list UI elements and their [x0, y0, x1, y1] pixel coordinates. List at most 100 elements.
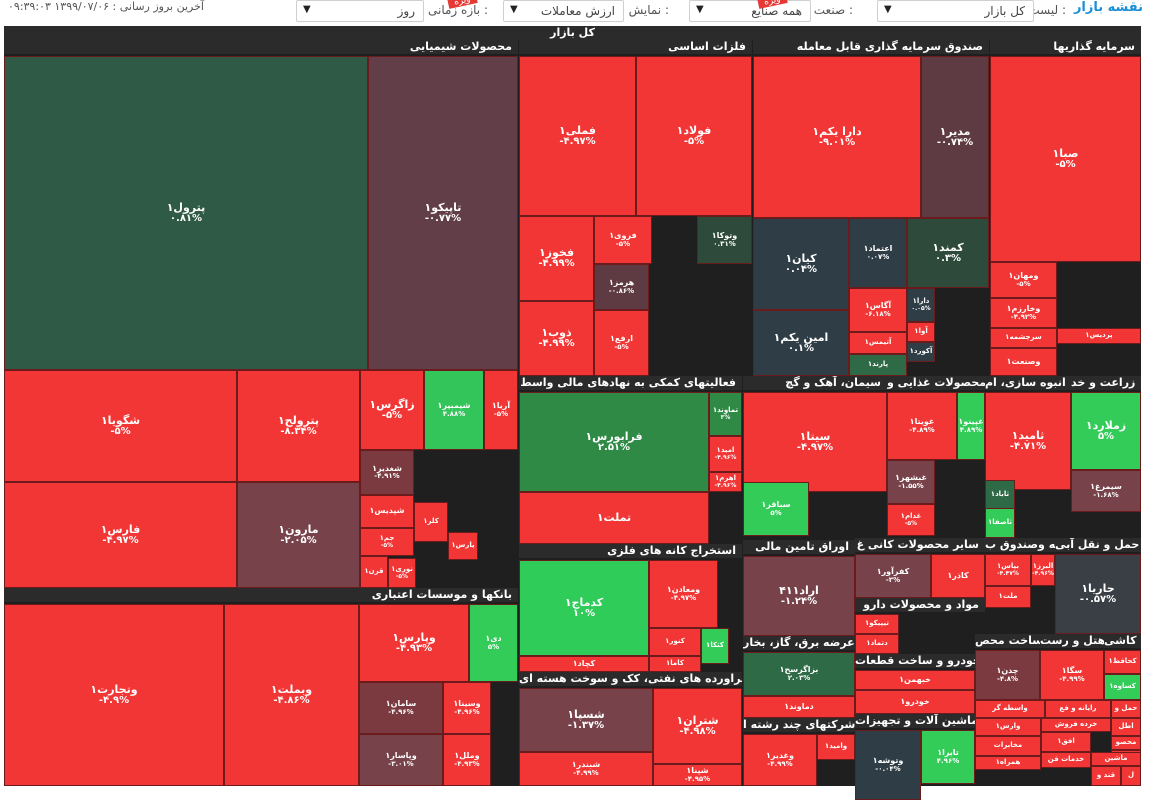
stock-tile[interactable]: دارا یکم۱ -۹.۰۱% [753, 56, 921, 218]
sector-title[interactable]: صندوق سرمایه گذاری قابل معامله [753, 40, 989, 54]
stock-tile[interactable]: کاما۱ [649, 656, 701, 672]
stock-tile[interactable]: زاگرس۱ -۵% [360, 370, 424, 450]
stock-tile[interactable]: وغدیر۱ -۴.۹۹% [743, 734, 817, 786]
stock-tile[interactable]: صبا۱ -۵% [990, 56, 1141, 262]
stock-tile[interactable]: وملل۱ -۴.۹۳% [443, 734, 491, 786]
sector-title[interactable]: ساخت محص [975, 634, 1040, 648]
stock-tile[interactable]: تایرا۱ ۴.۹۶% [921, 730, 975, 784]
stock-tile[interactable]: قند و [1091, 766, 1121, 786]
stock-tile[interactable]: سیمرغ۱ -۱.۶۸% [1071, 470, 1141, 512]
stock-tile[interactable]: شسپا۱ -۱.۳۷% [519, 688, 653, 752]
stock-tile[interactable]: شبندر۱ -۴.۹۹% [519, 752, 653, 786]
sector-title[interactable]: سیمان، آهک و گچ [743, 376, 887, 390]
stock-tile[interactable]: ملت۱ [985, 586, 1031, 608]
stock-tile[interactable]: غپینو۱ ۴.۸۹% [957, 392, 985, 460]
stock-tile[interactable]: پارس۱ [448, 532, 478, 560]
stock-tile[interactable]: ثاصفا۱ [985, 508, 1015, 538]
stock-tile[interactable]: فارس۱ -۴.۹۷% [4, 482, 237, 588]
stock-tile[interactable]: وخارزم۱ -۴.۹۲% [990, 298, 1057, 328]
stock-tile[interactable]: سامان۱ -۴.۹۶% [359, 682, 443, 734]
stock-tile[interactable]: تاپیکو۱ -۰.۷۷% [368, 56, 518, 370]
stock-tile[interactable]: ذوب۱ -۴.۹۹% [519, 301, 594, 376]
stock-tile[interactable]: فخوز۱ -۴.۹۹% [519, 216, 594, 301]
stock-tile[interactable]: شپنا۱ -۴.۹۵% [653, 764, 742, 786]
stock-tile[interactable]: ومعادن۱ -۴.۹۷% [649, 560, 718, 628]
stock-tile[interactable]: کساوه۱ [1104, 674, 1141, 700]
stock-tile[interactable]: خبهمن۱ [855, 670, 975, 690]
sector-title[interactable]: ماشین آلات و تجهیزات [855, 714, 975, 728]
stock-tile[interactable]: آریا۱ -۵% [484, 370, 518, 450]
stock-tile[interactable]: سیتا۱ -۴.۹۷% [743, 392, 887, 492]
stock-tile[interactable]: البرز۱ -۴.۹۶% [1031, 554, 1055, 586]
stock-tile[interactable]: وصنعت۱ [990, 348, 1057, 376]
stock-tile[interactable]: قرن۱ [360, 556, 388, 588]
industry-select[interactable]: همه صنایع ▼ [689, 0, 811, 22]
sector-title[interactable]: کاشی [1104, 634, 1141, 648]
sector-title[interactable]: خودرو و ساخت قطعات [855, 654, 975, 668]
stock-tile[interactable]: نوری۱ -۵% [388, 558, 416, 588]
sector-title[interactable]: اوراق تامین مالی [743, 540, 855, 554]
stock-tile[interactable]: بپاس۱ -۴.۴۷% [985, 554, 1031, 586]
stock-tile[interactable]: پترولح۱ -۸.۳۴% [237, 370, 360, 482]
sector-title[interactable]: مواد و محصولات دارو [855, 598, 985, 612]
stock-tile[interactable]: شگویا۱ -۵% [4, 370, 237, 482]
stock-tile[interactable]: کلر۱ [414, 502, 448, 542]
brand-title[interactable]: نقشه بازار [1073, 0, 1143, 15]
stock-tile[interactable]: وبملت۱ -۴.۸۶% [224, 604, 359, 786]
stock-tile[interactable]: غویتا۱ -۴.۸۹% [887, 392, 957, 460]
stock-tile[interactable]: غدام۱ -۵% [887, 504, 935, 536]
stock-tile[interactable]: ماشین [1091, 752, 1141, 766]
sector-title[interactable]: زراعت و خد [1071, 376, 1141, 390]
stock-tile[interactable]: آگاس۱ -۶.۱۸% [849, 288, 907, 332]
stock-tile[interactable]: افق۱ [1041, 732, 1091, 752]
sector-title[interactable]: هتل و رست [1040, 634, 1104, 648]
stock-tile[interactable]: محصو [1111, 736, 1141, 750]
stock-tile[interactable]: شغدیر۱ -۴.۹۱% [360, 450, 414, 495]
stock-tile[interactable]: اراد۴۱۱ -۱.۲۴% [743, 556, 855, 636]
stock-tile[interactable]: کتکا۱ [701, 628, 729, 664]
stock-tile[interactable]: ثامید۱ -۴.۷۱% [985, 392, 1071, 490]
stock-tile[interactable]: پترول۱ ۰.۸۱% [4, 56, 368, 370]
stock-tile[interactable]: فملی۱ -۴.۹۷% [519, 56, 636, 216]
stock-tile[interactable]: آوا۱ [907, 322, 935, 342]
stock-tile[interactable]: ومهان۱ -۵% [990, 262, 1057, 298]
sector-title[interactable]: انبوه سازی، ام [985, 376, 1071, 390]
stock-tile[interactable]: دی۱ ۵% [469, 604, 518, 682]
sector-title[interactable]: سایر محصولات کانی غ [855, 538, 985, 552]
stock-tile[interactable]: تملت۱ [519, 492, 709, 544]
stock-tile[interactable]: حاریا۱ -۰.۵۷% [1055, 554, 1141, 634]
stock-tile[interactable]: امین یکم۱ ۰.۱% [753, 310, 849, 376]
sector-title[interactable]: فراورده های نفتی، کک و سوخت هسته ای [519, 672, 742, 686]
stock-tile[interactable]: غبشهر۱ -۱.۵۵% [887, 460, 935, 504]
stock-tile[interactable]: کفرآور۱ -۳% [855, 554, 931, 598]
period-select[interactable]: روز ▼ [296, 0, 424, 22]
stock-tile[interactable]: کیان۱ ۰.۰۴% [753, 218, 849, 310]
stock-tile[interactable]: سباقر۱ ۵% [743, 482, 809, 536]
stock-tile[interactable]: کحافظ۱ [1104, 650, 1141, 674]
stock-tile[interactable]: پارند۱ [849, 354, 907, 376]
sector-title[interactable]: بانکها و موسسات اعتباری [4, 588, 518, 602]
stock-tile[interactable]: وتوکا۱ ۰.۳۱% [697, 216, 752, 264]
stock-tile[interactable]: کاذر۱ [931, 554, 985, 598]
stock-tile[interactable]: سگا۱ -۴.۹۹% [1040, 650, 1104, 700]
stock-tile[interactable]: شپدیس۱ [360, 495, 414, 528]
stock-tile[interactable]: کدماج۱ ۱۰% [519, 560, 649, 656]
sector-title[interactable]: استخراج کانه های فلزی [519, 544, 742, 558]
stock-tile[interactable]: اطل [1111, 718, 1141, 736]
stock-tile[interactable]: خودرو۱ [855, 690, 975, 714]
stock-tile[interactable]: مارون۱ -۲.۰۵% [237, 482, 360, 588]
sector-title[interactable]: فعالیتهای کمکی به نهادهای مالی واسط [519, 376, 742, 390]
stock-tile[interactable]: چدن۱ -۴.۸% [975, 650, 1040, 700]
stock-tile[interactable]: حمل و [1111, 700, 1141, 718]
sector-title[interactable]: سرمایه گذاریها [990, 40, 1141, 54]
stock-tile[interactable]: وسینا۱ -۴.۹۶% [443, 682, 491, 734]
stock-tile[interactable]: تیپیکو۱ [855, 614, 899, 634]
stock-tile[interactable]: وپارس۱ -۴.۹۳% [359, 604, 469, 682]
stock-tile[interactable]: خدمات فن [1041, 752, 1091, 768]
stock-tile[interactable]: بزاگرسح۱ ۲.۰۳% [743, 652, 855, 696]
stock-tile[interactable]: اعتماد۱ ۰.۰۷% [849, 218, 907, 288]
stock-tile[interactable]: وتجارت۱ -۴.۹% [4, 604, 224, 786]
display-select[interactable]: ارزش معاملات ▼ [503, 0, 624, 22]
stock-tile[interactable]: خرده فروش [1041, 718, 1111, 732]
stock-tile[interactable]: فرابورس۱ ۲.۵۱% [519, 392, 709, 492]
